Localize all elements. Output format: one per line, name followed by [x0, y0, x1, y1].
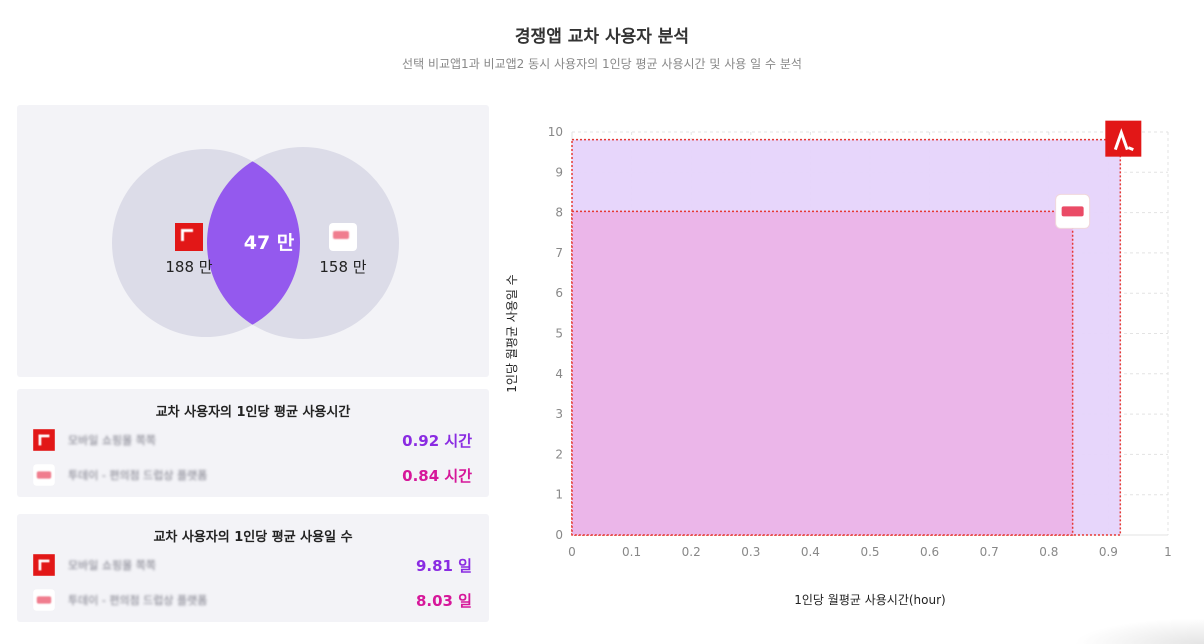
y-tick-label: 0	[555, 528, 563, 542]
app2-avg-days: 8.03 일	[415, 591, 472, 610]
app1-marker-glyph	[1113, 128, 1134, 152]
app1-logo-icon	[33, 554, 55, 576]
x-tick-label: 0.6	[920, 545, 939, 559]
venn-app1-count: 188 만	[165, 258, 212, 276]
avg-days-row-app1: 모바일 쇼핑몰 쪽쪽 9.81 일	[32, 552, 472, 578]
venn-panel: 47 만 188 만 158 만	[17, 105, 489, 377]
app1-name: 모바일 쇼핑몰 쪽쪽	[68, 559, 156, 572]
corner-shadow	[1074, 618, 1204, 644]
app2-logo-icon	[329, 223, 357, 251]
x-axis-label: 1인당 월평균 사용시간(hour)	[794, 593, 945, 607]
app2-marker-glyph	[1061, 206, 1084, 217]
y-tick-label: 7	[555, 246, 563, 260]
venn-diagram: 47 만 188 만 158 만	[112, 147, 399, 339]
app1-logo-icon	[33, 429, 55, 451]
app1-logo-icon	[175, 223, 203, 251]
avg-time-row-app2: 투데이 - 편의점 드럽상 플랫폼 0.84 시간	[32, 462, 472, 488]
x-tick-label: 0	[568, 545, 576, 559]
x-tick-label: 0.7	[980, 545, 999, 559]
avg-time-card: 교차 사용자의 1인당 평균 사용시간 모바일 쇼핑몰 쪽쪽 0.92 시간 투…	[17, 389, 489, 497]
page-header: 경쟁앱 교차 사용자 분석 선택 비교앱1과 비교앱2 동시 사용자의 1인당 …	[0, 22, 1204, 72]
x-tick-label: 0.5	[860, 545, 879, 559]
cross-usage-chart: 0 0.1 0.2 0.3 0.4 0.5 0.6 0.7 0.8 0.9 1 0 1 2 3 4 5 6 7 8 9 1…	[500, 110, 1204, 644]
page-subtitle: 선택 비교앱1과 비교앱2 동시 사용자의 1인당 평균 사용시간 및 사용 일…	[402, 57, 802, 71]
venn-overlap	[207, 149, 300, 337]
venn-overlap-count: 47 만	[244, 232, 295, 254]
chart-svg: 0 0.1 0.2 0.3 0.4 0.5 0.6 0.7 0.8 0.9 101234567891…	[505, 120, 1172, 607]
y-tick-label: 10	[548, 125, 563, 139]
x-tick-label: 0.8	[1039, 545, 1058, 559]
y-tick-label: 4	[555, 367, 563, 381]
x-tick-label: 0.3	[741, 545, 760, 559]
app2-logo-icon	[33, 464, 55, 486]
avg-time-row-app1: 모바일 쇼핑몰 쪽쪽 0.92 시간	[32, 427, 472, 453]
avg-days-row-app2: 투데이 - 편의점 드럽상 플랫폼 8.03 일	[32, 587, 472, 613]
y-tick-label: 1	[555, 488, 563, 502]
y-tick-label: 5	[555, 327, 563, 341]
avg-days-card: 교차 사용자의 1인당 평균 사용일 수 모바일 쇼핑몰 쪽쪽 9.81 일 투…	[17, 514, 489, 622]
app2-name: 투데이 - 편의점 드럽상 플랫폼	[68, 594, 208, 607]
app1-avg-time: 0.92 시간	[402, 431, 472, 450]
app1-avg-days: 9.81 일	[415, 556, 472, 575]
x-tick-label: 0.9	[1099, 545, 1118, 559]
x-tick-label: 0.2	[682, 545, 701, 559]
avg-time-card-title: 교차 사용자의 1인당 평균 사용시간	[155, 405, 351, 420]
app1-name: 모바일 쇼핑몰 쪽쪽	[68, 434, 156, 447]
y-tick-label: 8	[555, 206, 563, 220]
avg-days-card-title: 교차 사용자의 1인당 평균 사용일 수	[153, 530, 353, 545]
app2-logo-icon	[33, 589, 55, 611]
y-axis-label: 1인당 월평균 사용일 수	[505, 274, 519, 392]
venn-app2-count: 158 만	[319, 258, 366, 276]
y-tick-label: 3	[555, 407, 563, 421]
x-tick-label: 1	[1164, 545, 1172, 559]
y-tick-label: 2	[555, 447, 563, 461]
series-rect-app2	[571, 210, 1074, 536]
app2-avg-time: 0.84 시간	[402, 466, 472, 485]
app2-name: 투데이 - 편의점 드럽상 플랫폼	[68, 469, 208, 482]
y-tick-label: 9	[555, 165, 563, 179]
x-tick-label: 0.4	[801, 545, 820, 559]
y-tick-label: 6	[555, 286, 563, 300]
page-title: 경쟁앱 교차 사용자 분석	[514, 27, 690, 47]
x-tick-label: 0.1	[622, 545, 641, 559]
